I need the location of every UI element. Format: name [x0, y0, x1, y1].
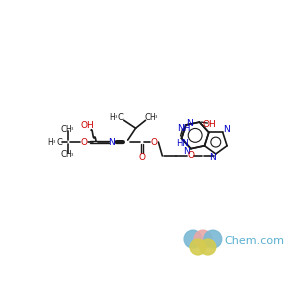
Text: $_3$: $_3$	[70, 151, 74, 158]
Text: NH: NH	[177, 124, 190, 133]
Circle shape	[194, 230, 212, 248]
Text: N: N	[184, 147, 190, 156]
Text: N: N	[186, 118, 193, 127]
Text: OH: OH	[202, 120, 216, 129]
Text: C: C	[145, 113, 150, 122]
Circle shape	[200, 239, 216, 255]
Circle shape	[204, 230, 222, 248]
Text: $_3$: $_3$	[70, 126, 74, 133]
Text: O: O	[81, 138, 88, 147]
Text: O: O	[138, 153, 145, 162]
Text: C: C	[56, 138, 62, 147]
Text: H: H	[150, 113, 155, 122]
Circle shape	[190, 239, 206, 255]
Text: C: C	[60, 150, 66, 159]
Text: $_3$: $_3$	[154, 114, 158, 121]
Text: N: N	[224, 125, 230, 134]
Text: $_3$: $_3$	[52, 139, 56, 146]
Text: C: C	[60, 125, 66, 134]
Text: OH: OH	[80, 121, 94, 130]
Text: N: N	[109, 138, 115, 147]
Text: O: O	[188, 152, 194, 160]
Circle shape	[184, 230, 202, 248]
Text: H: H	[48, 138, 53, 147]
Text: $_3$: $_3$	[114, 114, 118, 121]
Text: HN: HN	[176, 139, 189, 148]
Text: C: C	[118, 113, 124, 122]
Text: N: N	[209, 153, 216, 162]
Text: H: H	[65, 150, 71, 159]
Text: Chem.com: Chem.com	[225, 236, 285, 246]
Text: H: H	[109, 113, 115, 122]
Text: H: H	[65, 125, 71, 134]
Text: O: O	[151, 138, 158, 147]
